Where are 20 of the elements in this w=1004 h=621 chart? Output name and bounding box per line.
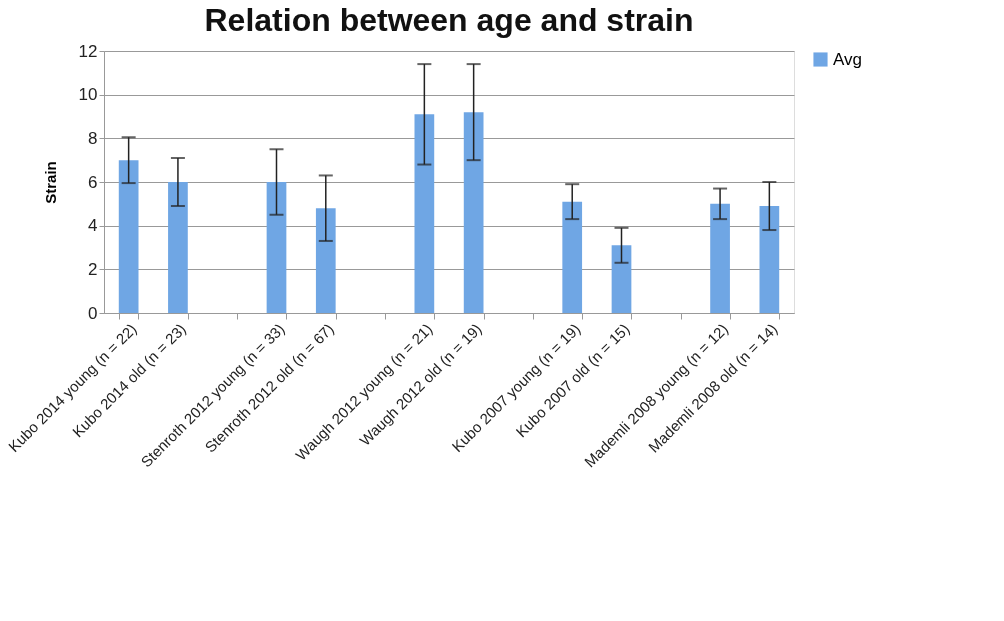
y-tick-label: 10 bbox=[78, 85, 98, 105]
bar bbox=[315, 208, 336, 313]
y-tick-label: 4 bbox=[88, 216, 98, 236]
bar bbox=[414, 114, 435, 313]
bar bbox=[562, 201, 583, 313]
y-tick-label: 6 bbox=[88, 172, 98, 192]
chart-title: Relation between age and strain bbox=[204, 2, 694, 38]
legend-label: Avg bbox=[833, 49, 862, 69]
bar bbox=[266, 182, 287, 313]
y-tick-label: 8 bbox=[88, 128, 98, 148]
bar bbox=[168, 182, 188, 313]
y-tick-label: 12 bbox=[78, 41, 98, 61]
bar bbox=[759, 206, 780, 313]
bar bbox=[118, 160, 139, 313]
bar bbox=[611, 245, 632, 313]
y-tick-label: 2 bbox=[88, 259, 98, 279]
bar bbox=[710, 203, 730, 313]
y-axis-title: Strain bbox=[41, 161, 59, 204]
y-tick-label: 0 bbox=[88, 303, 98, 323]
bar bbox=[463, 112, 484, 313]
